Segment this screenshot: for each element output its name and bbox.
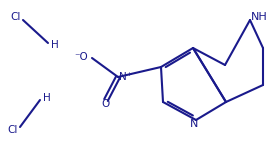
Text: ⁻O: ⁻O (74, 52, 88, 62)
Text: N: N (190, 119, 198, 129)
Text: H: H (51, 40, 59, 50)
Text: Cl: Cl (11, 12, 21, 22)
Text: H: H (43, 93, 51, 103)
Text: N⁺: N⁺ (119, 72, 132, 82)
Text: Cl: Cl (8, 125, 18, 135)
Text: O: O (102, 99, 110, 109)
Text: NH: NH (251, 12, 268, 22)
